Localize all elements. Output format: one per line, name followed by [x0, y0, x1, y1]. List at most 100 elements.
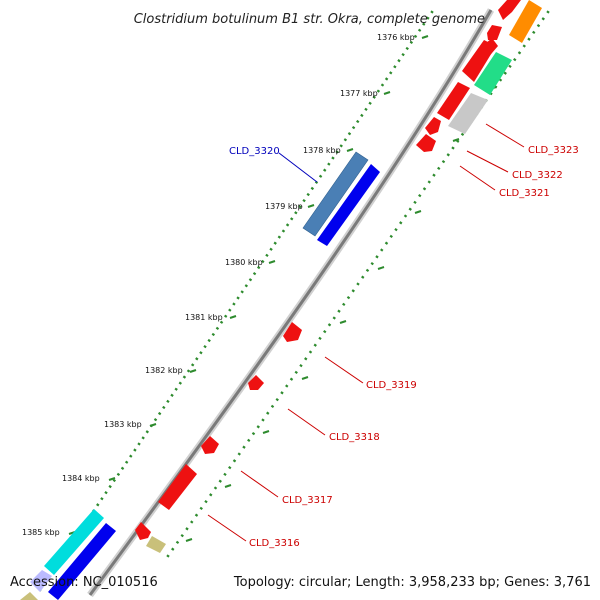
tick-mark: [421, 35, 429, 39]
gc-dot: [178, 381, 182, 385]
gene-arrow-cld-3320[interactable]: [302, 151, 369, 237]
gc-dot: [522, 44, 526, 48]
gc-dot: [389, 234, 393, 239]
gc-dot: [236, 296, 240, 300]
gc-dot: [289, 377, 294, 381]
gc-dot: [108, 484, 112, 489]
gene-label-cld-3320[interactable]: CLD_3320: [229, 146, 280, 157]
gene-arrow[interactable]: [20, 592, 38, 600]
gene-arrow[interactable]: [30, 570, 52, 592]
gene-arrow[interactable]: [437, 82, 470, 120]
leader-line: [278, 152, 318, 183]
gc-dot: [232, 459, 237, 463]
gc-dot: [261, 418, 265, 422]
gc-dot: [145, 430, 149, 434]
gc-dot: [218, 479, 222, 483]
gc-dot: [327, 323, 332, 327]
gene-arrow[interactable]: [474, 52, 512, 95]
gc-dot: [215, 326, 220, 331]
gene-label-cld-3318[interactable]: CLD_3318: [329, 432, 380, 443]
gc-dot: [182, 375, 187, 379]
gc-dot: [228, 308, 232, 312]
gc-dot: [508, 64, 512, 69]
gc-dot: [368, 101, 372, 105]
gene-label-cld-3323[interactable]: CLD_3323: [528, 145, 579, 156]
gc-dot: [251, 431, 256, 436]
tick-labels: 1376 kbp 1377 kbp 1378 kbp 1379 kbp 1380…: [22, 33, 415, 537]
gene-arrow-cld-3316[interactable]: [135, 522, 151, 540]
gc-dot: [408, 207, 412, 211]
gene-label-cld-3319[interactable]: CLD_3319: [366, 380, 417, 391]
gene-arrow-cld-3317[interactable]: [201, 436, 219, 454]
gene-arrow[interactable]: [317, 164, 380, 246]
leader-line: [466, 150, 509, 173]
leader-line: [485, 123, 525, 148]
gene-arrow[interactable]: [48, 523, 116, 600]
tick-label: 1383 kbp: [104, 420, 142, 429]
gene-arrow[interactable]: [44, 509, 104, 575]
gene-arrow[interactable]: [462, 40, 496, 82]
gc-dot: [175, 540, 180, 545]
gc-track: [38, 10, 550, 592]
gene-arrow[interactable]: [158, 464, 197, 510]
gene-labels: CLD_3320 CLD_3323 CLD_3322 CLD_3321 CLD_…: [207, 123, 579, 549]
gene-label-cld-3317[interactable]: CLD_3317: [282, 495, 333, 506]
gene-arrow[interactable]: [448, 93, 488, 134]
gc-dot: [361, 275, 365, 279]
gc-dot: [112, 478, 116, 483]
genome-backbone: [87, 8, 495, 598]
gene-arrow[interactable]: [509, 0, 542, 43]
gc-dot: [546, 10, 550, 14]
gc-dot: [141, 436, 145, 440]
gc-dot: [153, 418, 158, 422]
gc-dot: [304, 357, 308, 361]
gene-arrow[interactable]: [146, 536, 166, 553]
tick-label: 1377 kbp: [340, 89, 378, 98]
gc-dot: [213, 486, 218, 490]
gc-dot: [116, 472, 121, 477]
gc-dot: [318, 174, 323, 178]
gc-dot: [104, 491, 108, 495]
gc-dot: [120, 466, 125, 470]
gc-dot: [541, 17, 545, 21]
gc-dot: [399, 221, 403, 225]
gc-dot: [185, 527, 189, 531]
gc-dot: [356, 282, 360, 286]
gene-arrow[interactable]: [487, 25, 502, 40]
gc-dot: [266, 411, 270, 415]
gc-dot: [460, 132, 465, 137]
tick-mark: [229, 315, 237, 319]
gc-dot: [456, 139, 460, 143]
gene-label-cld-3322[interactable]: CLD_3322: [512, 170, 563, 181]
gc-dot: [171, 547, 175, 551]
tick-label: 1376 kbp: [377, 33, 415, 42]
gc-dot: [372, 95, 376, 99]
gc-dot: [174, 387, 178, 391]
gene-label-cld-3321[interactable]: CLD_3321: [499, 188, 550, 199]
gc-dot: [393, 65, 397, 69]
gc-dot: [96, 503, 100, 507]
tick-mark: [346, 148, 354, 152]
gene-arrow[interactable]: [498, 0, 521, 20]
gc-dot: [347, 132, 352, 136]
gene-arrow-cld-3319[interactable]: [283, 322, 302, 342]
gc-dot: [498, 78, 503, 82]
gc-dot: [124, 460, 129, 464]
gene-arrow-cld-3318[interactable]: [248, 375, 264, 390]
gc-dot: [332, 316, 336, 320]
gc-dot: [351, 125, 356, 130]
tick-label: 1385 kbp: [22, 528, 60, 537]
gc-dot: [100, 497, 104, 501]
gc-dot: [437, 166, 441, 171]
gc-dot: [228, 465, 232, 470]
gc-dot: [240, 290, 244, 294]
gc-dot: [277, 235, 282, 239]
gene-label-cld-3316[interactable]: CLD_3316: [249, 538, 300, 549]
gc-dot: [337, 309, 341, 313]
gc-dot: [137, 442, 141, 446]
gc-dot: [517, 51, 522, 55]
gene-arrow[interactable]: [416, 134, 436, 152]
gene-arrow[interactable]: [425, 117, 441, 135]
gc-dot: [426, 16, 430, 20]
gc-dot: [290, 217, 294, 221]
